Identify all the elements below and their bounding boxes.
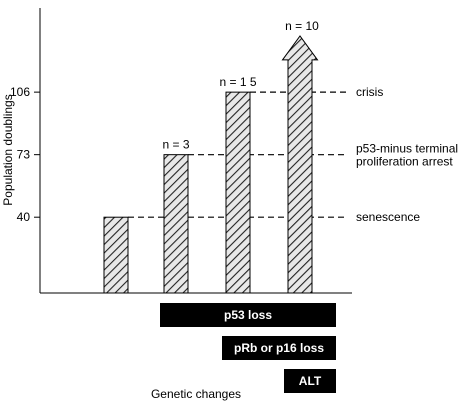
genetic-change-label: pRb or p16 loss [234,341,324,355]
y-tick-label: 73 [17,148,31,162]
bar [103,216,129,294]
bar [225,91,251,294]
genetic-change-box [160,303,336,327]
genetic-change-label: p53 loss [224,308,272,322]
threshold-label: proliferation arrest [356,155,453,169]
bar [163,154,189,294]
y-tick-label: 40 [17,210,31,224]
genetic-change-label: ALT [299,374,322,388]
bar-n-label: n = 3 [162,138,189,152]
bar-n-label: n = 1 5 [219,75,256,89]
genetic-change-box [284,369,336,393]
bar-n-label: n = 10 [285,19,319,33]
y-ticks: 40 73 106 [10,85,40,224]
threshold-label: senescence [356,210,420,224]
threshold-label: crisis [356,85,383,99]
bars: n = 3 n = 1 5 n = 10 [103,19,319,294]
bar-arrow [281,35,319,294]
threshold-label: p53-minus terminal [356,142,458,156]
genetic-change-boxes: p53 loss pRb or p16 loss ALT [160,303,336,393]
y-axis-label: Population doublings [1,94,15,205]
y-tick-label: 106 [10,85,30,99]
genetic-change-box [222,336,336,360]
x-axis-label: Genetic changes [151,387,241,401]
